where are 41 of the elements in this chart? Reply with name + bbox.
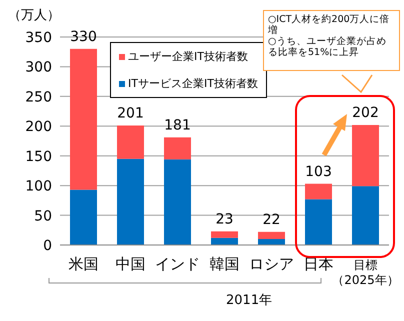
total-label: 330: [70, 28, 97, 45]
y-tick-label: 350: [25, 30, 52, 46]
legend-label: ユーザー企業IT技術者数: [128, 49, 248, 64]
total-label: 23: [216, 211, 234, 228]
bar: [164, 137, 191, 160]
text: ○ICT人材を約200万人に倍増: [268, 14, 391, 36]
bar: [164, 159, 191, 245]
x-tick-label: 米国: [68, 255, 98, 273]
bar: [117, 158, 144, 245]
legend-label: ITサービス企業IT技術者数: [128, 76, 258, 91]
y-tick-label: 50: [34, 208, 52, 224]
bar: [70, 190, 97, 245]
total-label: 22: [262, 212, 280, 228]
bar: [352, 186, 379, 245]
y-tick-label: 100: [25, 178, 52, 195]
bar: [211, 238, 238, 245]
total-label: 201: [117, 106, 144, 122]
bar: [352, 124, 379, 186]
x-tick-label: 目標（2025年）: [332, 258, 399, 287]
bar: [305, 184, 332, 200]
text: 2011年: [226, 292, 272, 309]
bar: [70, 48, 97, 190]
x-tick-label: ロシア: [249, 255, 294, 273]
y-tick-label: 200: [25, 119, 52, 136]
y-tick-label: 250: [25, 89, 52, 106]
bar: [258, 232, 285, 240]
total-label: 202: [352, 104, 379, 121]
total-label: 181: [164, 117, 191, 134]
bar: [258, 239, 285, 245]
y-tick-label: 0: [43, 238, 52, 254]
x-tick-label: インド: [155, 255, 200, 273]
bar: [117, 126, 144, 159]
total-label: 103: [305, 164, 332, 180]
y-tick-label: 300: [25, 60, 52, 76]
y-axis-title: （万人）: [8, 7, 60, 24]
bar: [211, 231, 238, 238]
x-tick-label: 中国: [116, 255, 146, 273]
annotation: ○うち、ユーザ企業が占める比率を51%に上昇: [268, 36, 388, 58]
x-tick-label: 韓国: [210, 255, 240, 273]
bar: [305, 199, 332, 245]
y-tick-label: 150: [25, 148, 52, 165]
